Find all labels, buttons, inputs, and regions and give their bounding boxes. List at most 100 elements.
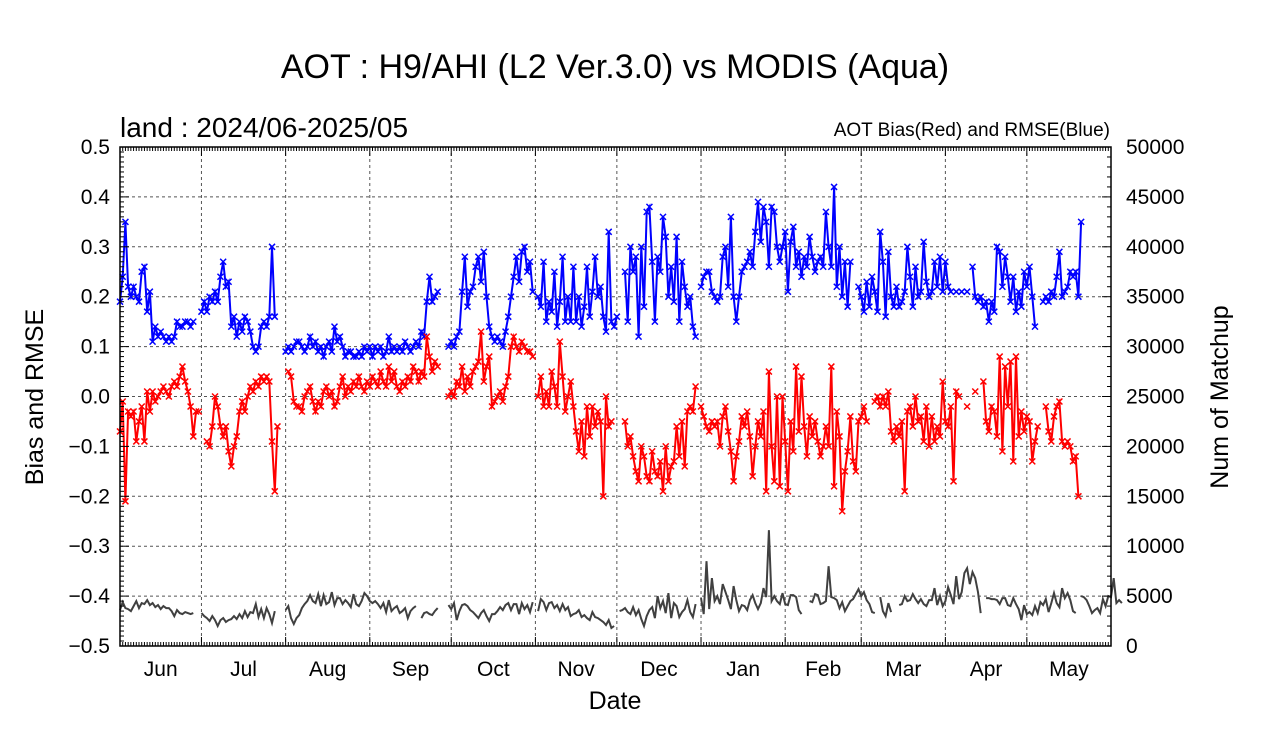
bias-point (466, 382, 474, 391)
bias-point (846, 412, 854, 420)
rmse-point (1074, 293, 1082, 301)
bias-point (127, 412, 135, 420)
bias-point (559, 373, 567, 381)
bias-point (523, 348, 531, 356)
bias-point (463, 373, 472, 381)
rmse-point (778, 243, 787, 251)
bias-point (303, 387, 311, 396)
rmse-point (412, 338, 420, 346)
rmse-point (317, 343, 325, 351)
bias-point (759, 407, 768, 416)
bias-point (749, 472, 757, 480)
rmse-point (768, 203, 776, 211)
rmse-point (561, 318, 569, 326)
rmse-point (211, 288, 219, 296)
y2-tick-label: 20000 (1126, 435, 1184, 458)
rmse-point (933, 283, 941, 291)
y2-tick-label: 25000 (1126, 386, 1184, 409)
rmse-point (241, 313, 249, 321)
bias-point (681, 462, 689, 470)
rmse-point (835, 243, 844, 251)
rmse-point (295, 338, 303, 346)
rmse-point (789, 223, 797, 231)
rmse-point (292, 338, 301, 346)
bias-point (664, 477, 672, 485)
rmse-point (876, 228, 884, 236)
rmse-point (548, 308, 556, 316)
rmse-point (702, 268, 710, 276)
bias-point (770, 477, 778, 485)
rmse-point (930, 258, 939, 266)
bias-point (187, 402, 195, 411)
rmse-point (483, 293, 491, 301)
rmse-point (700, 273, 708, 281)
rmse-point (1061, 288, 1069, 296)
bias-point (227, 462, 235, 470)
rmse-point (911, 263, 920, 271)
rmse-point (322, 343, 330, 351)
bias-point (564, 392, 572, 401)
rmse-point (244, 318, 252, 326)
series-rmse (116, 183, 1085, 361)
rmse-point (366, 343, 374, 351)
bias-point (892, 422, 901, 430)
rmse-point (738, 268, 746, 276)
rmse-point (545, 298, 553, 306)
rmse-point (754, 198, 762, 206)
x-tick-label: Nov (557, 658, 595, 681)
bias-point (654, 472, 662, 480)
x-tick-label: Oct (477, 658, 510, 681)
rmse-point (936, 253, 944, 261)
bias-point (1001, 363, 1009, 371)
bias-point (678, 417, 686, 425)
rmse-point (635, 333, 643, 341)
bias-point (328, 387, 336, 396)
rmse-point (287, 348, 295, 356)
rmse-point (523, 268, 531, 276)
rmse-point (200, 298, 208, 306)
rmse-point (822, 208, 830, 216)
series-bias (116, 328, 1082, 515)
bias-point (168, 382, 176, 391)
bias-point (181, 377, 189, 386)
bias-point (151, 397, 159, 406)
x-tick-label: Jun (144, 658, 178, 681)
bias-point (162, 387, 170, 396)
rmse-point (415, 343, 423, 351)
bias-point (423, 333, 431, 341)
rmse-point (751, 228, 759, 236)
rmse-point (140, 263, 148, 271)
rmse-point (537, 303, 545, 311)
bias-point (130, 407, 138, 416)
bias-point (355, 373, 363, 381)
rmse-point (534, 293, 542, 301)
chart-subtitle: land : 2024/06-2025/05 (120, 112, 408, 143)
rmse-point (854, 283, 863, 291)
bias-point (526, 348, 534, 356)
rmse-point (162, 338, 170, 346)
bias-point (254, 382, 262, 391)
rmse-point (233, 333, 241, 341)
rmse-point (1053, 273, 1061, 281)
rmse-point (716, 293, 724, 301)
rmse-point (271, 313, 279, 321)
bias-point (352, 382, 360, 391)
rmse-point (434, 288, 442, 296)
bias-point (192, 407, 200, 416)
rmse-point (572, 318, 580, 326)
rmse-point (971, 293, 979, 301)
rmse-point (553, 323, 561, 331)
bias-point (178, 363, 186, 371)
bias-point (637, 442, 645, 450)
bias-point (189, 432, 197, 440)
bias-point (990, 407, 998, 416)
rmse-point (662, 233, 670, 241)
rmse-point (594, 293, 602, 301)
rmse-point (184, 318, 192, 326)
bias-point (1069, 457, 1077, 465)
bias-point (404, 373, 412, 381)
rmse-line (700, 186, 852, 322)
y2-tick-label: 30000 (1126, 336, 1184, 359)
bias-point (434, 363, 442, 371)
rmse-point (257, 323, 265, 331)
